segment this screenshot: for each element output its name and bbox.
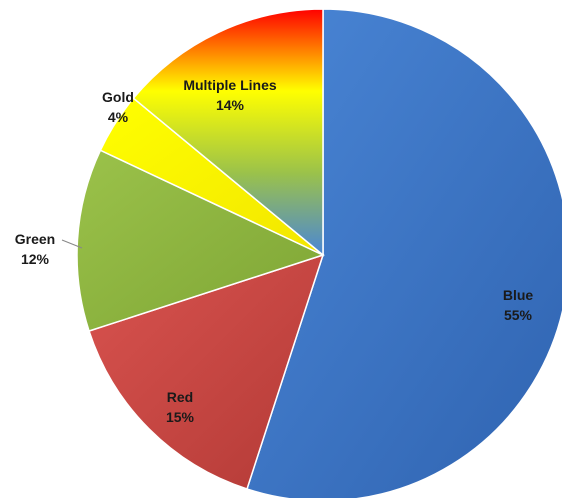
pie-slice-red [88, 253, 325, 490]
pie-slice-green [76, 149, 326, 332]
pie-slices [76, 8, 562, 498]
slice-labels: Blue 55% Red 15% Green 12% Gold 4% Multiple Line… [15, 77, 534, 425]
slice-label-blue: Blue 55% [503, 287, 534, 323]
slice-label-red: Red 15% [166, 389, 195, 425]
leader-lines [61, 239, 83, 249]
pie-slice-multiple-lines [132, 8, 324, 257]
pie-slice-blue [246, 8, 562, 498]
slice-label-green: Green 12% [15, 231, 55, 267]
slice-label-multiple-lines: Multiple Lines 14% [183, 77, 277, 113]
leader-line-green [61, 239, 83, 249]
slice-label-gold: Gold 4% [102, 89, 134, 125]
